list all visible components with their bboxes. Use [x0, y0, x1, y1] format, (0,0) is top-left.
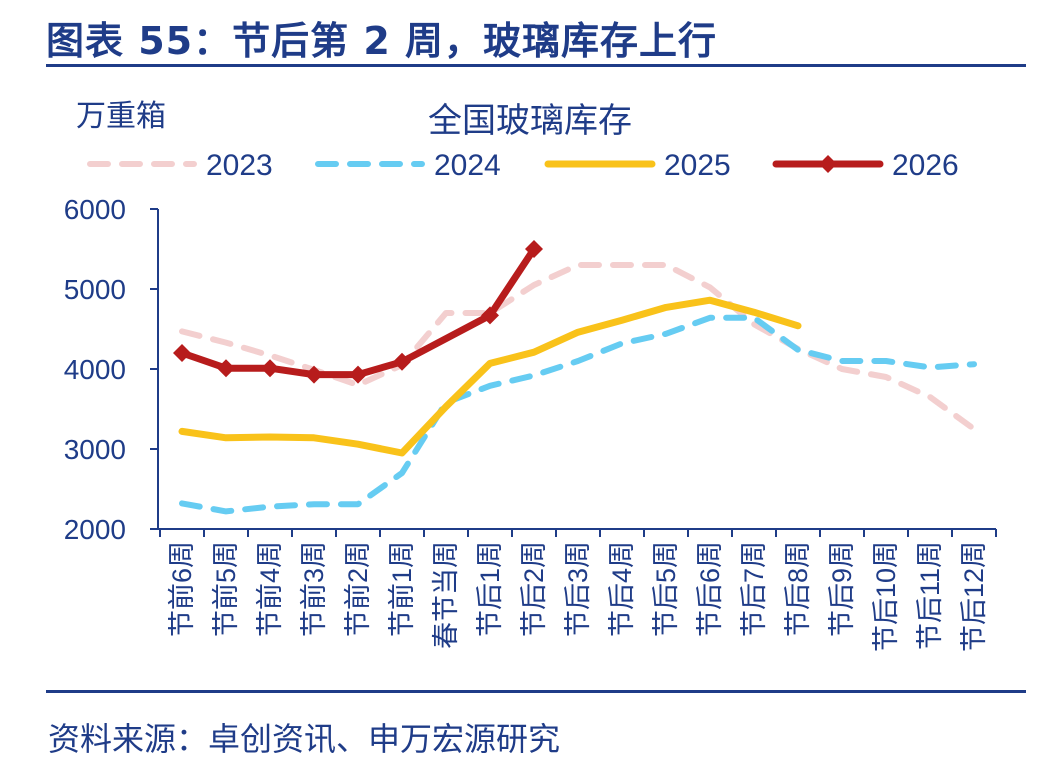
- series-line-2025: [178, 296, 802, 457]
- data-point-2026: [217, 359, 235, 378]
- source-note: 资料来源：卓创资讯、申万宏源研究: [48, 720, 561, 758]
- data-point-2026: [305, 365, 323, 384]
- series-line-2023: [179, 262, 977, 432]
- x-tick-label: 节后12周: [959, 541, 989, 652]
- legend-label-2024: 2024: [434, 149, 501, 182]
- title-divider: [46, 64, 1026, 67]
- x-tick-label: 节前3周: [299, 541, 329, 637]
- y-tick-label: 4000: [64, 354, 126, 385]
- y-axis-unit-label: 万重箱: [76, 100, 166, 133]
- x-tick-label: 节后8周: [783, 541, 813, 637]
- data-point-2026: [261, 359, 279, 378]
- x-tick-label: 节前6周: [167, 541, 197, 637]
- x-tick-label: 节前4周: [255, 541, 285, 637]
- series-2026: [173, 240, 543, 384]
- legend-label-2026: 2026: [892, 149, 959, 182]
- series-2025: [178, 296, 802, 457]
- x-tick-label: 节前2周: [343, 541, 373, 637]
- x-tick-label: 春节当周: [431, 541, 461, 649]
- figure-title: 图表 55：节后第 2 周，玻璃库存上行: [46, 19, 718, 63]
- x-tick-label: 节后10周: [871, 541, 901, 652]
- legend: 2023 2024 2025 2026: [87, 149, 959, 182]
- x-tick-label: 节后2周: [519, 541, 549, 637]
- x-tick-label: 节后5周: [651, 541, 681, 637]
- chart-title: 全国玻璃库存: [428, 102, 632, 140]
- x-tick-label: 节后3周: [563, 541, 593, 637]
- data-point-2026: [349, 365, 367, 384]
- axes: 2000 3000 4000 5000 6000 节前6周 节前5周 节前4周 节前3周 节前2周…: [64, 194, 997, 652]
- series-line-2024: [179, 314, 977, 515]
- x-tick-label: 节后1周: [475, 541, 505, 637]
- data-point-2026: [481, 306, 499, 325]
- y-tick-label: 6000: [64, 194, 126, 225]
- y-tick-label: 2000: [64, 514, 126, 545]
- series-2024: [179, 314, 977, 515]
- x-tick-label: 节后9周: [827, 541, 857, 637]
- series-lines: [173, 240, 977, 515]
- data-point-2026: [393, 352, 411, 371]
- data-point-2026: [173, 344, 191, 362]
- x-tick-label: 节后7周: [739, 541, 769, 637]
- footer-divider: [46, 690, 1026, 693]
- data-point-2026: [525, 240, 543, 258]
- x-tick-label: 节后6周: [695, 541, 725, 637]
- y-tick-label: 5000: [64, 274, 126, 305]
- series-2023: [179, 262, 977, 432]
- legend-label-2023: 2023: [206, 149, 273, 182]
- legend-marker-2026: [819, 155, 837, 173]
- x-tick-label: 节前5周: [211, 541, 241, 637]
- y-tick-label: 3000: [64, 434, 126, 465]
- x-tick-label: 节前1周: [387, 541, 417, 637]
- x-tick-label: 节后11周: [915, 541, 945, 650]
- legend-label-2025: 2025: [664, 149, 731, 182]
- x-tick-label: 节后4周: [607, 541, 637, 637]
